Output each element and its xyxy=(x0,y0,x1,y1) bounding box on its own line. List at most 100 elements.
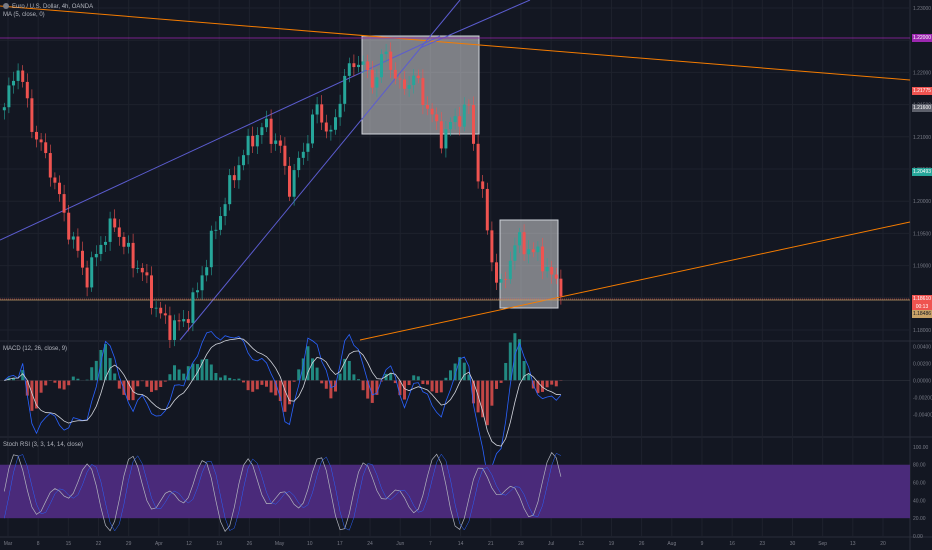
stochrsi-tick-label: 80.00 xyxy=(913,463,926,469)
candle-body xyxy=(449,122,452,130)
macd-histogram-bar xyxy=(76,378,80,381)
y-tick-label: 1.21000 xyxy=(913,135,931,141)
candle-body xyxy=(513,245,517,261)
macd-tick-label: 0.00000 xyxy=(913,378,931,384)
macd-histogram-bar xyxy=(265,380,268,387)
candle-body xyxy=(361,61,365,65)
macd-histogram-bar xyxy=(315,367,319,381)
macd-histogram-bar xyxy=(554,380,558,387)
candle-body xyxy=(541,246,544,272)
macd-tick-label: -0.00200 xyxy=(913,396,932,402)
candle-body xyxy=(495,262,498,283)
macd-histogram-bar xyxy=(255,380,259,390)
x-tick-label: 13 xyxy=(850,541,856,547)
candle-body xyxy=(504,278,508,280)
candle-body xyxy=(301,151,305,158)
x-tick-label: 15 xyxy=(66,541,72,547)
candle-body xyxy=(554,274,558,279)
candle-body xyxy=(76,236,80,251)
candle-body xyxy=(407,85,411,89)
macd-histogram-bar xyxy=(12,377,15,381)
exchange-label: OANDA xyxy=(71,4,94,10)
candle-body xyxy=(173,320,176,340)
macd-tick-label: 0.00400 xyxy=(913,344,931,350)
macd-histogram-bar xyxy=(375,380,379,395)
macd-histogram-bar xyxy=(127,380,130,401)
candle-body xyxy=(389,51,393,70)
x-tick-label: Apr xyxy=(155,541,163,547)
macd-histogram-bar xyxy=(246,380,250,391)
candle-body xyxy=(393,69,397,79)
candle-body xyxy=(384,51,388,55)
macd-histogram-bar xyxy=(412,375,416,381)
candle-body xyxy=(67,212,71,240)
y-tick-label: 1.19500 xyxy=(913,231,931,237)
macd-histogram-bar xyxy=(108,358,112,381)
candle-body xyxy=(380,54,383,78)
macd-legend[interactable]: MACD (12, 26, close, 9) xyxy=(3,346,68,352)
candle-body xyxy=(48,153,52,178)
stochrsi-d-line xyxy=(4,452,562,532)
macd-histogram-bar xyxy=(168,374,172,381)
candle-body xyxy=(246,135,250,156)
macd-histogram-bar xyxy=(527,374,531,381)
macd-histogram-bar xyxy=(430,380,434,392)
price-tag-current: 1.18610 xyxy=(912,295,932,303)
candle-body xyxy=(283,145,287,166)
candle-body xyxy=(85,267,89,288)
candle-body xyxy=(90,257,94,288)
candle-body xyxy=(2,107,6,111)
macd-histogram-bar xyxy=(481,380,485,418)
x-tick-label: 19 xyxy=(216,541,222,547)
candle-body xyxy=(343,75,347,104)
candle-body xyxy=(559,278,563,297)
macd-histogram-bar xyxy=(44,380,48,386)
macd-histogram-bar xyxy=(159,380,163,388)
macd-histogram-bar xyxy=(53,380,57,383)
x-tick-label: 8 xyxy=(37,541,40,547)
candle-body xyxy=(232,175,236,181)
x-tick-label: 22 xyxy=(96,541,102,547)
macd-histogram-bar xyxy=(191,363,195,381)
candle-body xyxy=(439,121,443,149)
macd-histogram-bar xyxy=(301,358,305,381)
symbol-legend[interactable]: Euro / U.S. Dollar, 4h, OANDA xyxy=(3,3,93,11)
macd-histogram-bar xyxy=(90,367,94,381)
macd-histogram-bar xyxy=(94,360,98,381)
symbol-name: Euro / U.S. Dollar xyxy=(12,4,59,10)
macd-histogram-bar xyxy=(508,342,512,381)
macd-histogram-bar xyxy=(329,380,333,399)
macd-histogram-bar xyxy=(352,374,356,381)
candle-body xyxy=(62,194,66,213)
ma-legend[interactable]: MA (5, close, 0) xyxy=(3,12,45,18)
candle-body xyxy=(163,313,167,316)
stochrsi-legend[interactable]: Stoch RSI (3, 3, 14, 14, close) xyxy=(3,442,84,448)
x-tick-label: 9 xyxy=(701,541,704,547)
candle-body xyxy=(527,249,531,255)
price-tag-current-sub: 00:13 xyxy=(912,303,932,311)
candle-body xyxy=(265,118,268,128)
candle-body xyxy=(205,267,209,276)
candle-body xyxy=(398,78,402,80)
macd-histogram-bar xyxy=(426,380,429,385)
candle-body xyxy=(108,218,112,242)
macd-histogram-bar xyxy=(347,360,351,381)
x-tick-label: Mar xyxy=(4,541,13,547)
macd-histogram-bar xyxy=(228,377,232,381)
interval-label: 4h xyxy=(61,4,69,10)
candle-body xyxy=(467,104,471,106)
macd-histogram-bar xyxy=(458,357,462,381)
macd-histogram-bar xyxy=(439,380,443,393)
macd-histogram-bar xyxy=(320,380,324,384)
x-tick-label: Jul xyxy=(548,541,554,547)
macd-histogram-bar xyxy=(485,380,489,426)
candle-body xyxy=(306,143,310,152)
candle-body xyxy=(12,80,15,86)
stochrsi-tick-label: 20.00 xyxy=(913,516,926,522)
price-tag-gray: 1.21600 xyxy=(912,104,932,112)
macd-histogram-bar xyxy=(407,380,411,386)
macd-histogram-bar xyxy=(297,369,301,381)
candle-body xyxy=(25,81,29,99)
